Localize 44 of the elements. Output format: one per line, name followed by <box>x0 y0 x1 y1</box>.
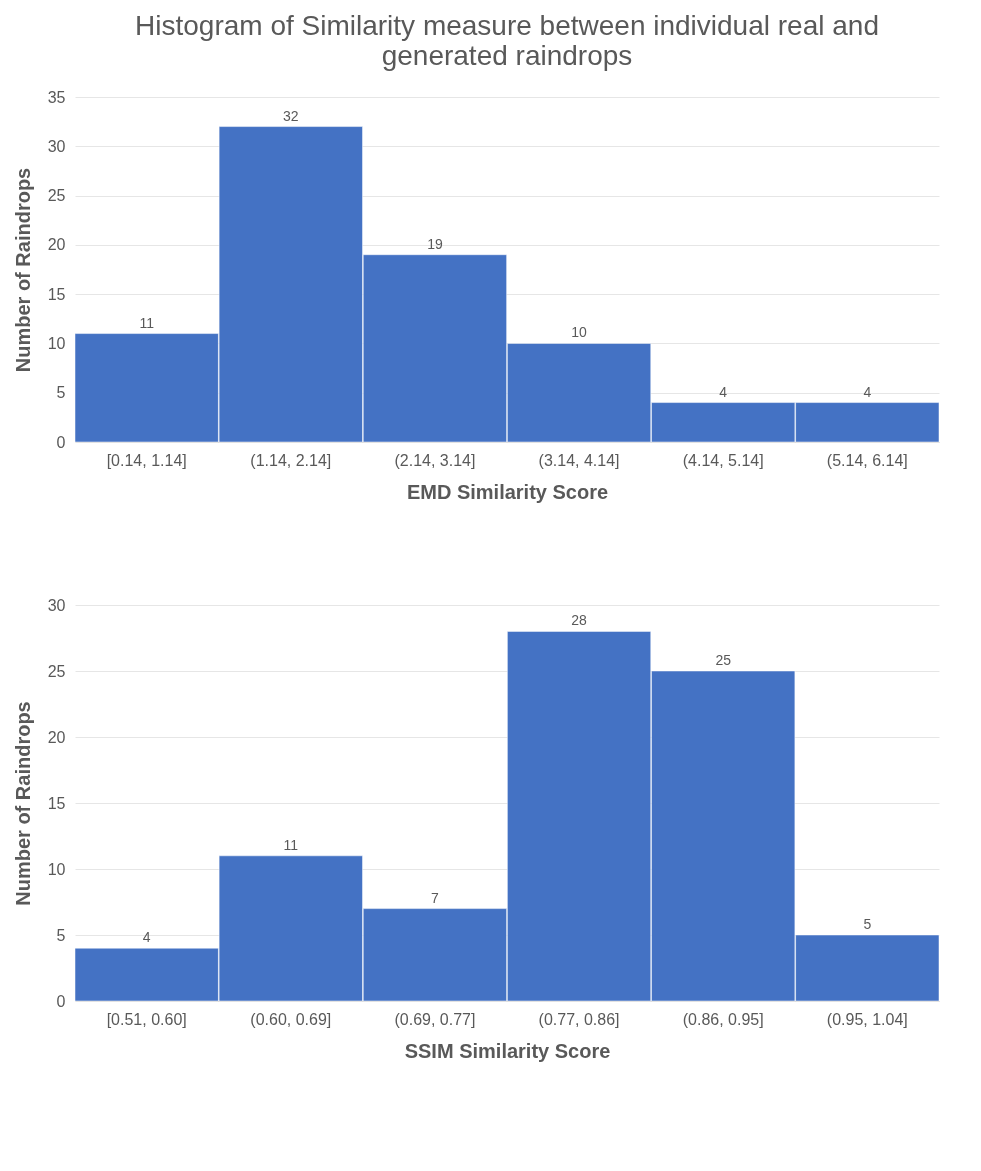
y-tick-label: 30 <box>47 137 66 155</box>
data-label: 28 <box>571 612 588 629</box>
data-label: 11 <box>283 836 299 853</box>
data-label: 5 <box>863 916 872 932</box>
x-tick-label: (0.60, 0.69] <box>250 1010 332 1028</box>
y-tick-label: 20 <box>47 728 66 746</box>
x-tick-label: (0.77, 0.86] <box>538 1010 620 1028</box>
x-axis-title: SSIM Similarity Score <box>404 1039 611 1062</box>
data-label: 4 <box>719 383 728 400</box>
y-tick-label: 25 <box>47 662 66 680</box>
x-tick-label: [0.14, 1.14] <box>106 451 187 469</box>
x-tick-label: (0.86, 0.95] <box>682 1010 764 1028</box>
y-tick-label: 15 <box>47 285 66 303</box>
data-label: 4 <box>863 383 872 400</box>
x-tick-label: (0.69, 0.77] <box>394 1010 476 1028</box>
x-axis-title: EMD Similarity Score <box>406 480 609 503</box>
y-tick-label: 5 <box>56 926 66 944</box>
y-tick-label: 15 <box>47 794 66 812</box>
y-tick-label: 25 <box>47 187 66 205</box>
y-tick-label: 30 <box>47 596 66 614</box>
data-label: 19 <box>427 235 443 252</box>
x-tick-label: (2.14, 3.14] <box>394 451 476 469</box>
x-tick-label: (1.14, 2.14] <box>250 451 332 469</box>
x-tick-label: (5.14, 6.14] <box>826 451 908 469</box>
x-tick-label: [0.51, 0.60] <box>106 1010 187 1028</box>
y-tick-label: 0 <box>56 992 66 1010</box>
data-label: 10 <box>571 324 588 341</box>
data-label: 32 <box>283 107 299 124</box>
y-tick-label: 10 <box>47 334 66 352</box>
data-label: 11 <box>139 314 155 331</box>
y-tick-label: 35 <box>47 88 66 106</box>
y-axis-title: Number of Raindrops <box>11 701 34 906</box>
data-label: 4 <box>142 929 151 946</box>
y-tick-label: 10 <box>47 860 66 878</box>
y-tick-label: 20 <box>47 236 66 254</box>
data-label: 7 <box>431 889 440 906</box>
data-label: 25 <box>715 652 732 668</box>
x-tick-label: (3.14, 4.14] <box>538 451 620 469</box>
y-tick-label: 5 <box>56 384 66 402</box>
chart-title: Histogram of Similarity measure between individual real and generated raindrops <box>135 10 879 71</box>
x-tick-label: (4.14, 5.14] <box>682 451 764 469</box>
x-tick-label: (0.95, 1.04] <box>826 1010 908 1028</box>
y-axis-title: Number of Raindrops <box>11 167 34 373</box>
y-tick-label: 0 <box>56 433 66 451</box>
